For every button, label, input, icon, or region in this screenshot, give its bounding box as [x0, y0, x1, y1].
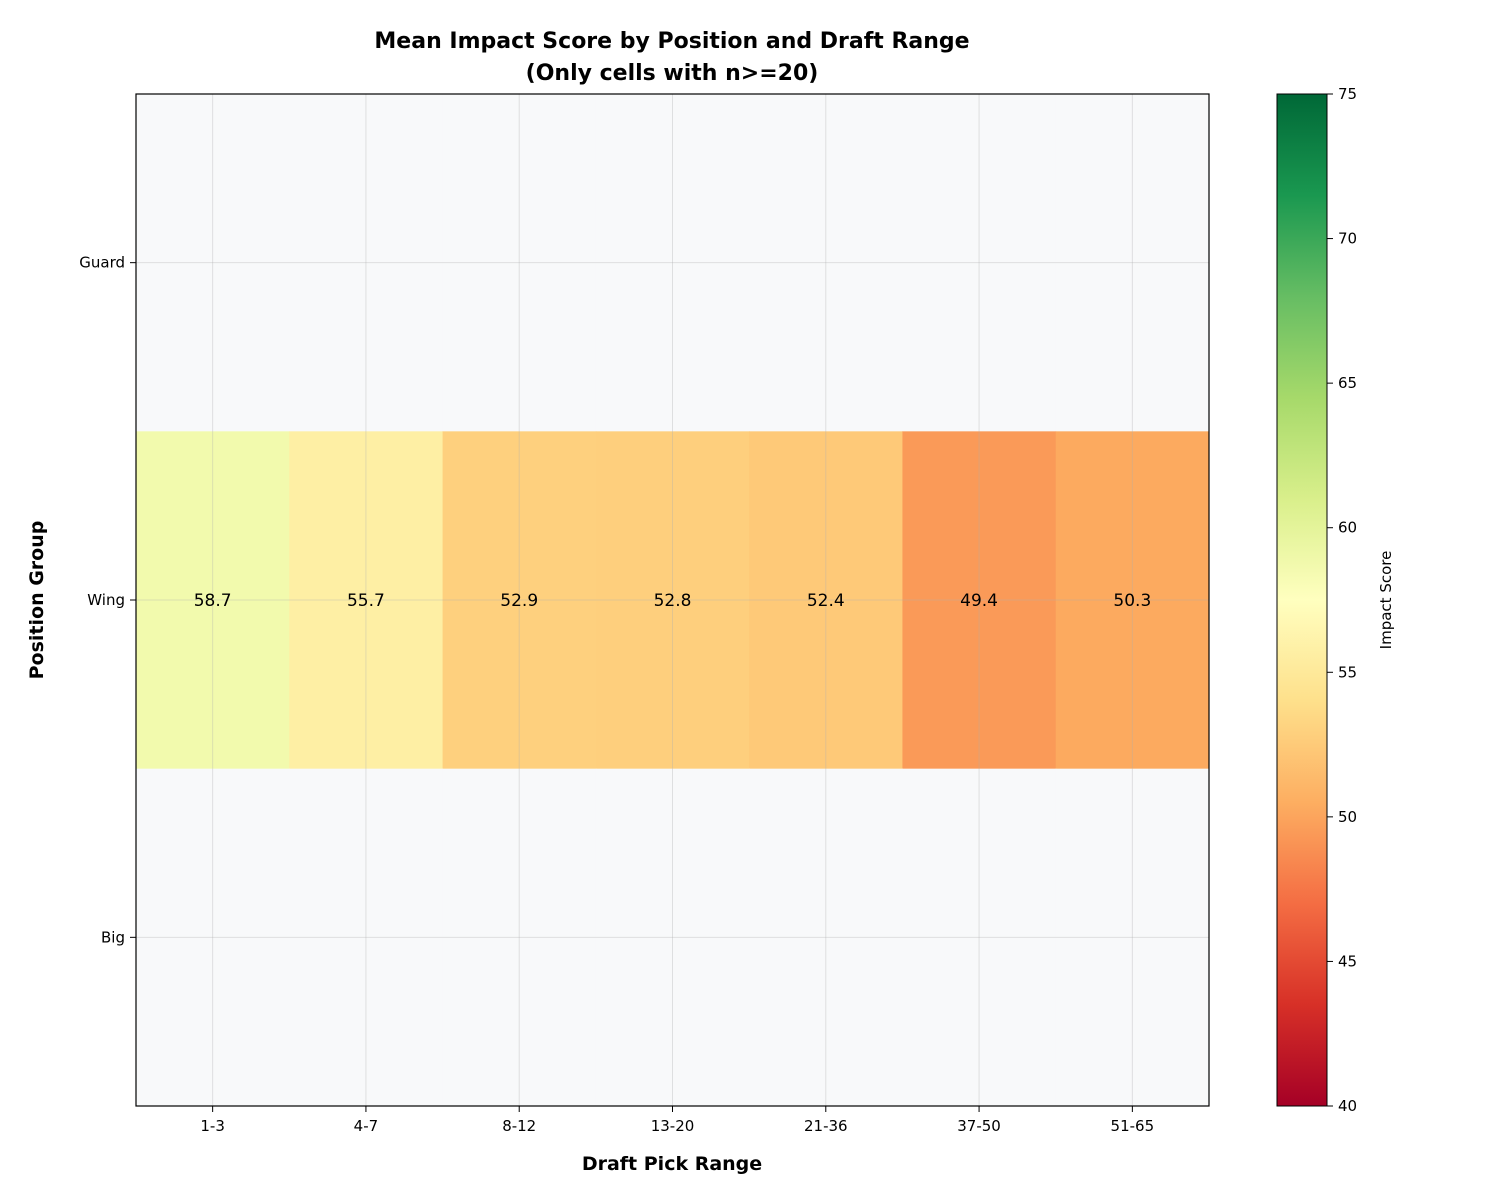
heatmap-cell [1055, 768, 1210, 1107]
colorbar-tick-label: 70 [1338, 230, 1357, 248]
colorbar [1276, 93, 1328, 1107]
heatmap-cell [289, 94, 444, 432]
heatmap-cell [902, 768, 1057, 1107]
x-tick-label: 37-50 [957, 1117, 1001, 1135]
colorbar-tick-label: 45 [1338, 952, 1357, 970]
chart-subtitle: (Only cells with n>=20) [526, 61, 819, 86]
cell-value-label: 50.3 [1113, 591, 1151, 611]
colorbar-tick-label: 55 [1338, 663, 1357, 681]
x-tick-label: 51-65 [1111, 1117, 1155, 1135]
heatmap-cell [902, 431, 1057, 770]
heatmap-cell [749, 431, 903, 770]
heatmap-cell [1055, 431, 1210, 770]
heatmap-cell [442, 431, 597, 770]
y-tick-label: Wing [87, 591, 125, 609]
heatmap-cell [136, 94, 290, 432]
heatmap-cell [289, 431, 444, 770]
x-tick-label: 21-36 [804, 1117, 848, 1135]
heatmap-cell [136, 431, 290, 770]
heatmap-cell [749, 94, 903, 432]
y-tick-label: Guard [79, 254, 125, 272]
heatmap-cell [595, 94, 750, 432]
cell-value-label: 52.9 [500, 591, 538, 611]
heatmap-cell [1055, 94, 1210, 432]
heatmap-cell [595, 768, 750, 1107]
x-tick-label: 1-3 [200, 1117, 225, 1135]
cell-value-label: 52.4 [807, 591, 845, 611]
heatmap-cell [442, 94, 597, 432]
x-tick-label: 13-20 [651, 1117, 695, 1135]
cell-value-label: 55.7 [347, 591, 385, 611]
colorbar-label: Impact Score [1377, 551, 1395, 650]
x-tick-label: 8-12 [502, 1117, 536, 1135]
colorbar-tick-label: 50 [1338, 808, 1357, 826]
x-tick-label: 4-7 [354, 1117, 379, 1135]
heatmap-cell [442, 768, 597, 1107]
y-axis-label: Position Group [26, 521, 48, 680]
heatmap-cell [902, 94, 1057, 432]
heatmap-cell [289, 768, 444, 1107]
colorbar-tick-label: 65 [1338, 374, 1357, 392]
colorbar-tick-label: 60 [1338, 519, 1357, 537]
cell-value-label: 52.8 [654, 591, 692, 611]
heatmap-cell [595, 431, 750, 770]
chart-title: Mean Impact Score by Position and Draft … [374, 29, 969, 54]
cell-value-label: 58.7 [194, 591, 232, 611]
heatmap-cell [136, 768, 290, 1107]
colorbar-tick-label: 75 [1338, 85, 1357, 103]
y-tick-label: Big [101, 928, 125, 946]
heatmap-cell [749, 768, 903, 1107]
colorbar-tick-label: 40 [1338, 1097, 1357, 1115]
x-axis-label: Draft Pick Range [582, 1153, 762, 1175]
cell-value-label: 49.4 [960, 591, 998, 611]
